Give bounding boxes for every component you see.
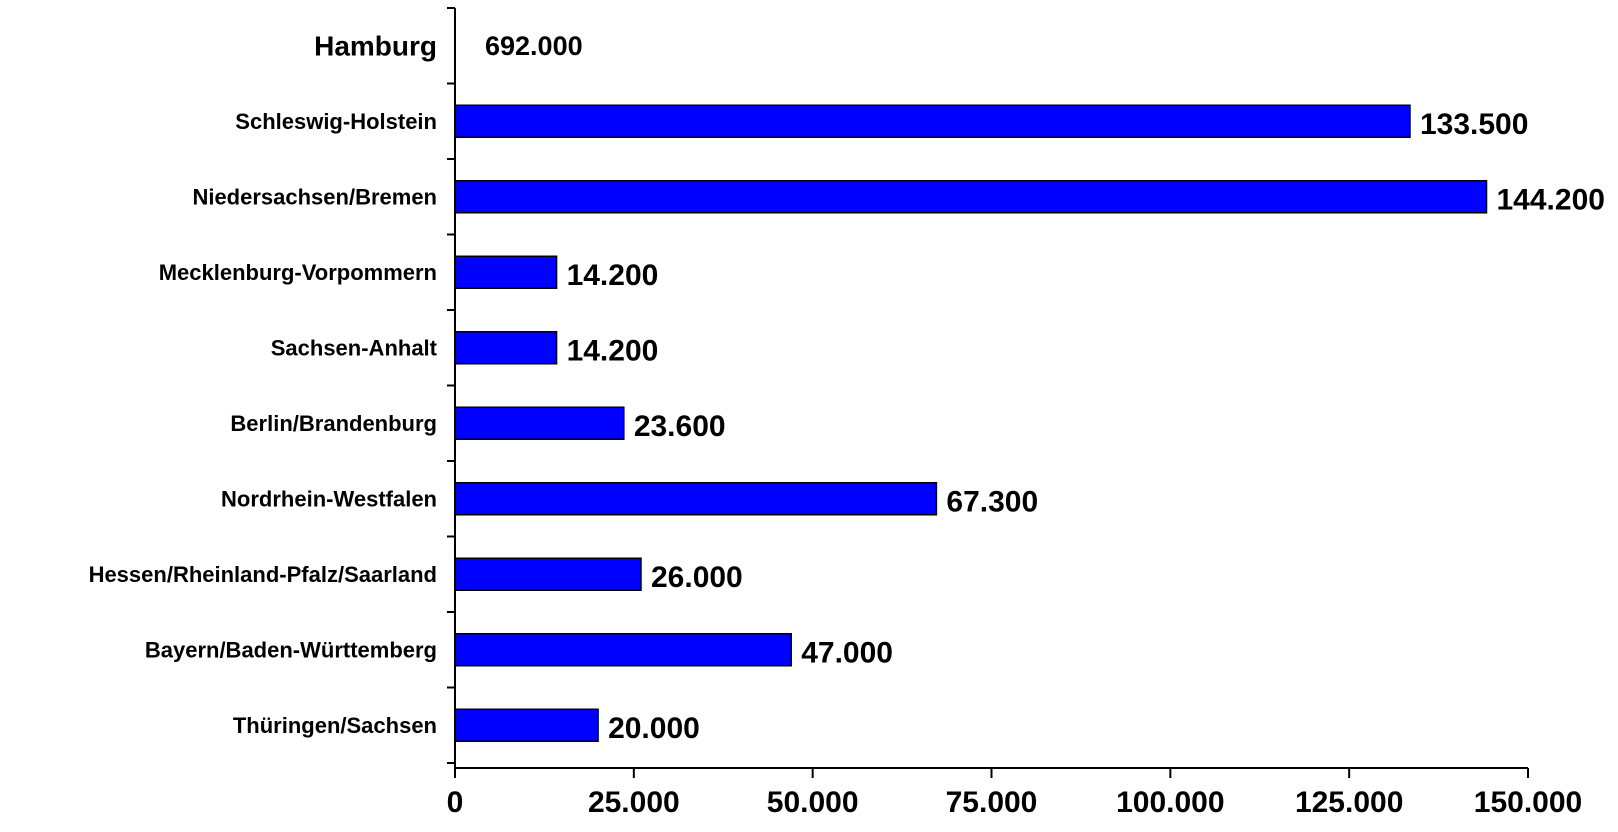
category-label-schleswig-holstein: Schleswig-Holstein [235,109,437,134]
bar-berlin-brandenburg [454,406,625,440]
x-tick-label: 100.000 [1116,786,1224,819]
x-tick-label: 75.000 [946,786,1038,819]
value-label-nordrhein-westfalen: 67.300 [946,485,1038,518]
value-label-sachsen-anhalt: 14.200 [567,334,659,367]
value-label-th-ringen-sachsen: 20.000 [608,712,700,745]
category-label-th-ringen-sachsen: Thüringen/Sachsen [233,713,437,738]
x-tick-label: 50.000 [767,786,859,819]
x-tick-label: 125.000 [1295,786,1403,819]
x-tick-label: 0 [447,786,464,819]
bar-bayern-baden-w-rttemberg [454,633,792,667]
category-label-niedersachsen-bremen: Niedersachsen/Bremen [192,184,437,209]
bar-th-ringen-sachsen [454,708,599,742]
bar-nordrhein-westfalen [454,482,938,516]
category-label-mecklenburg-vorpommern: Mecklenburg-Vorpommern [159,260,437,285]
bar-schleswig-holstein [454,104,1411,138]
value-label-mecklenburg-vorpommern: 14.200 [567,259,659,292]
category-label-hessen-rheinland-pfalz-saarland: Hessen/Rheinland-Pfalz/Saarland [89,562,437,587]
value-label-hessen-rheinland-pfalz-saarland: 26.000 [651,561,743,594]
value-label-bayern-baden-w-rttemberg: 47.000 [801,636,893,669]
bar-sachsen-anhalt [454,331,558,365]
category-label-bayern-baden-w-rttemberg: Bayern/Baden-Württemberg [145,637,437,662]
x-tick-label: 25.000 [588,786,680,819]
category-label-sachsen-anhalt: Sachsen-Anhalt [271,335,438,360]
value-label-berlin-brandenburg: 23.600 [634,410,726,443]
bar-niedersachsen-bremen [454,180,1488,214]
value-label-schleswig-holstein: 133.500 [1420,108,1528,141]
axes: 0 25.000 50.000 75.000 100.000 125.000 150.000 [447,7,1582,819]
bar-hessen-rheinland-pfalz-saarland [454,557,642,591]
bars [454,104,1488,742]
bar-mecklenburg-vorpommern [454,255,558,289]
x-tick-label: 150.000 [1474,786,1582,819]
labels: Hamburg 692.000 Schleswig-Holstein 133.500 N… [89,30,1605,745]
category-label-berlin-brandenburg: Berlin/Brandenburg [230,411,437,436]
category-label-nordrhein-westfalen: Nordrhein-Westfalen [221,486,437,511]
category-label-hamburg: Hamburg [314,30,437,61]
value-label-hamburg: 692.000 [485,31,583,61]
value-label-niedersachsen-bremen: 144.200 [1497,183,1605,216]
